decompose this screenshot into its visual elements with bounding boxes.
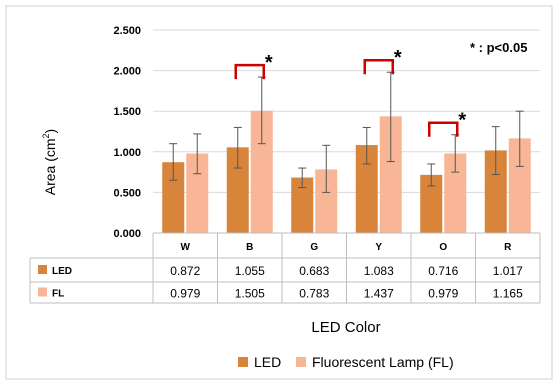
legend: LED Fluorescent Lamp (FL) xyxy=(238,354,454,370)
significance-bracket xyxy=(234,63,265,80)
y-tick-label: 0.500 xyxy=(113,187,141,199)
y-tick-label: 1.000 xyxy=(113,147,141,159)
bar-led-y xyxy=(355,145,378,233)
table-value: 1.083 xyxy=(364,264,394,278)
bar-led-r xyxy=(484,150,507,233)
y-tick-label: 2.000 xyxy=(113,66,141,78)
table-row-label: LED xyxy=(52,266,72,277)
category-label: G xyxy=(310,242,318,253)
significance-bracket xyxy=(363,58,394,75)
table-row-label: FL xyxy=(52,289,64,300)
y-axis-label-sup: 2 xyxy=(41,133,51,138)
bar-fl-g xyxy=(315,169,338,233)
bar-fl-b xyxy=(250,110,273,233)
legend-swatch-led xyxy=(238,357,248,367)
significance-star: * xyxy=(394,47,402,69)
significance-star: * xyxy=(265,52,273,74)
bar-led-o xyxy=(420,174,443,233)
error-bars xyxy=(169,71,524,193)
bar-led-b xyxy=(226,147,249,233)
category-label: B xyxy=(246,242,253,253)
category-label: O xyxy=(439,242,447,253)
table-value: 0.716 xyxy=(428,264,458,278)
legend-swatch-fl xyxy=(296,357,306,367)
bar-fl-y xyxy=(379,116,402,233)
category-label: W xyxy=(181,242,191,253)
table-value: 0.683 xyxy=(299,264,329,278)
table-value: 0.979 xyxy=(428,287,458,301)
bar-led-w xyxy=(162,162,185,233)
table-value: 0.872 xyxy=(170,264,200,278)
legend-label-fl: Fluorescent Lamp (FL) xyxy=(312,354,454,370)
category-label: Y xyxy=(375,242,382,253)
y-tick-label: 1.500 xyxy=(113,106,141,118)
bar-fl-w xyxy=(186,153,209,233)
legend-label-led: LED xyxy=(254,354,281,370)
table-value: 1.437 xyxy=(364,287,394,301)
y-tick-label: 0.000 xyxy=(113,228,141,240)
significance-annotation: * : p<0.05 xyxy=(470,40,527,55)
table-key-swatch xyxy=(38,287,47,297)
bar-fl-r xyxy=(508,138,531,233)
table-value: 0.979 xyxy=(170,287,200,301)
table-value: 1.165 xyxy=(493,287,523,301)
bars xyxy=(162,110,531,233)
significance-markers: * * * xyxy=(234,47,466,137)
table-value: 1.017 xyxy=(493,264,523,278)
table-value: 0.783 xyxy=(299,287,329,301)
bar-led-g xyxy=(291,177,314,233)
table-value: 1.055 xyxy=(235,264,265,278)
y-axis-ticks: 0.000 0.500 1.000 1.500 2.000 2.500 xyxy=(113,25,141,240)
x-axis-label: LED Color xyxy=(311,319,380,336)
y-tick-label: 2.500 xyxy=(113,25,141,37)
significance-bracket xyxy=(428,121,459,137)
y-axis-label-close: ) xyxy=(42,129,58,134)
data-table: W B G Y O R LED 0.872 1.055 0.683 1.083 0.716 1.017 F… xyxy=(29,232,541,304)
y-axis-label-main: Area (cm xyxy=(42,138,58,195)
y-axis-label: Area (cm2) xyxy=(41,129,58,195)
bar-fl-o xyxy=(444,153,467,233)
table-key-swatch xyxy=(38,265,47,274)
table-value: 1.505 xyxy=(235,287,265,301)
category-label: R xyxy=(504,242,512,253)
significance-star: * xyxy=(458,110,466,132)
